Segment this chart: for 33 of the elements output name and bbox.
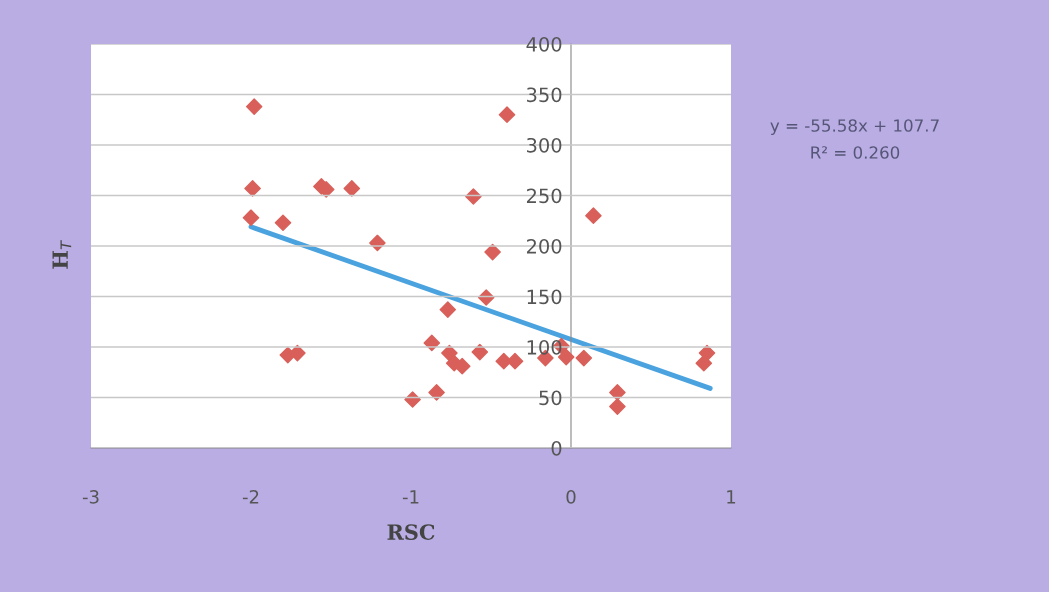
x-tick-label: -2 <box>242 489 259 504</box>
x-tick-label: 0 <box>566 489 576 504</box>
y-tick-label: 200 <box>526 238 562 254</box>
point <box>245 98 263 115</box>
y-axis-title: H$_{T}$ <box>52 239 72 269</box>
y-tick-label: 300 <box>527 137 562 153</box>
point <box>343 180 361 197</box>
point <box>484 243 501 261</box>
x-tick-label: -3 <box>82 489 99 504</box>
point <box>274 214 292 232</box>
point <box>498 106 516 124</box>
point <box>428 384 445 401</box>
point <box>439 301 457 318</box>
y-tick-label: 400 <box>526 36 562 52</box>
y-tick-label: 50 <box>539 390 562 406</box>
point <box>404 391 421 408</box>
point <box>609 384 626 401</box>
point <box>698 344 716 362</box>
point <box>289 344 306 362</box>
text: y = -55.58x + 107.7 <box>770 119 939 136</box>
point <box>585 207 602 225</box>
text: R² = 0.260 <box>811 146 900 159</box>
y-tick-label: 100 <box>527 339 562 355</box>
x-tick-label: 1 <box>727 490 736 504</box>
point <box>242 209 260 227</box>
y-tick-label: 250 <box>526 188 562 204</box>
x-axis-title: RSC <box>387 524 435 540</box>
point <box>575 349 593 367</box>
point <box>609 398 626 415</box>
y-tick-label: 350 <box>527 87 562 103</box>
x-tick-label: -1 <box>402 490 419 504</box>
y-tick-label: 150 <box>527 289 562 305</box>
point <box>244 180 261 197</box>
